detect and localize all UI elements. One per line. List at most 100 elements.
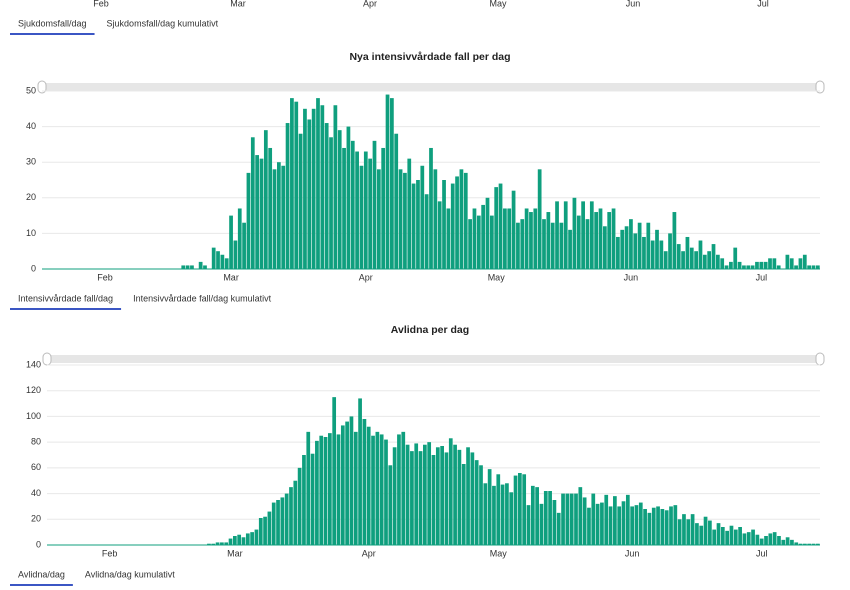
bar xyxy=(340,425,345,545)
bar xyxy=(552,500,557,545)
bar xyxy=(686,519,691,545)
bar xyxy=(798,543,803,545)
bar xyxy=(725,530,730,545)
scroll-handle[interactable] xyxy=(815,352,825,366)
bar xyxy=(660,509,665,545)
bar xyxy=(481,204,486,269)
bar xyxy=(245,533,250,545)
tab[interactable]: Sjukdomsfall/dag kumulativt xyxy=(107,18,219,28)
bar xyxy=(638,502,643,545)
bar xyxy=(190,265,194,269)
bar xyxy=(729,525,734,545)
tab[interactable]: Sjukdomsfall/dag xyxy=(18,18,87,28)
bar xyxy=(781,539,786,545)
bar xyxy=(676,244,681,269)
bar xyxy=(738,527,742,545)
bar xyxy=(655,229,659,269)
y-tick-label: 60 xyxy=(31,462,41,472)
y-tick-label: 120 xyxy=(26,385,41,395)
bar xyxy=(685,236,690,269)
bar xyxy=(342,147,346,269)
bar xyxy=(616,236,620,269)
bar xyxy=(516,222,520,269)
bar xyxy=(390,98,394,270)
bar xyxy=(355,151,359,269)
bar xyxy=(582,497,587,545)
bar xyxy=(427,442,432,545)
x-tick-label: Apr xyxy=(363,0,377,8)
bar xyxy=(724,265,729,269)
bar xyxy=(198,261,203,269)
x-tick-label: May xyxy=(489,0,507,8)
bar xyxy=(307,119,312,269)
bar xyxy=(530,485,535,545)
bar xyxy=(392,447,397,545)
bar xyxy=(815,265,820,269)
bar xyxy=(642,236,646,269)
bar xyxy=(487,469,492,545)
bar xyxy=(315,440,319,545)
bar xyxy=(755,261,759,269)
bar xyxy=(323,437,328,545)
scroll-handle[interactable] xyxy=(37,80,47,94)
bar xyxy=(629,219,633,269)
bar xyxy=(446,208,451,269)
bar xyxy=(625,494,630,545)
bar xyxy=(695,523,699,545)
bar xyxy=(561,493,565,545)
y-tick-label: 20 xyxy=(26,192,36,202)
bar xyxy=(376,169,381,269)
bar xyxy=(565,493,570,545)
bar xyxy=(220,254,225,269)
bar xyxy=(694,251,698,269)
bar xyxy=(203,265,207,269)
bar xyxy=(720,258,725,269)
bar xyxy=(485,197,490,269)
bar xyxy=(358,398,362,545)
bar xyxy=(368,158,373,269)
bar xyxy=(505,483,509,545)
tab[interactable]: Intensivvårdade fall/dag kumulativt xyxy=(133,293,272,303)
bar xyxy=(466,447,470,545)
y-tick-label: 10 xyxy=(26,228,36,238)
bar xyxy=(297,467,302,545)
scroll-handle[interactable] xyxy=(42,352,52,366)
bar xyxy=(659,240,664,269)
bar xyxy=(320,105,325,270)
tab[interactable]: Intensivvårdade fall/dag xyxy=(18,293,113,303)
bar xyxy=(576,215,581,269)
tab[interactable]: Avlidna/dag xyxy=(18,569,65,579)
bar xyxy=(437,201,442,269)
bar xyxy=(483,483,488,545)
x-tick-label: Mar xyxy=(227,548,243,558)
tab-underline xyxy=(10,33,95,35)
bar xyxy=(250,532,254,545)
bar xyxy=(388,465,393,545)
bar xyxy=(513,475,518,545)
bar xyxy=(535,487,539,545)
bar xyxy=(379,434,384,545)
tab[interactable]: Avlidna/dag kumulativt xyxy=(85,569,175,579)
bar xyxy=(621,501,626,545)
bar xyxy=(440,446,444,545)
bar xyxy=(542,219,546,269)
bar xyxy=(263,130,268,269)
bar xyxy=(468,219,472,269)
bar xyxy=(643,509,647,545)
bar xyxy=(229,215,233,269)
x-tick-label: Feb xyxy=(102,548,118,558)
scrollbar xyxy=(47,355,820,363)
bar xyxy=(673,505,678,545)
bar xyxy=(207,543,211,545)
bar xyxy=(563,201,568,269)
bar xyxy=(496,474,501,545)
scroll-handle[interactable] xyxy=(815,80,825,94)
bar xyxy=(371,435,375,545)
bar xyxy=(259,158,264,269)
bar xyxy=(298,133,303,269)
bar xyxy=(611,208,616,269)
bar xyxy=(424,194,429,269)
bar xyxy=(699,525,704,545)
bar xyxy=(435,447,440,545)
